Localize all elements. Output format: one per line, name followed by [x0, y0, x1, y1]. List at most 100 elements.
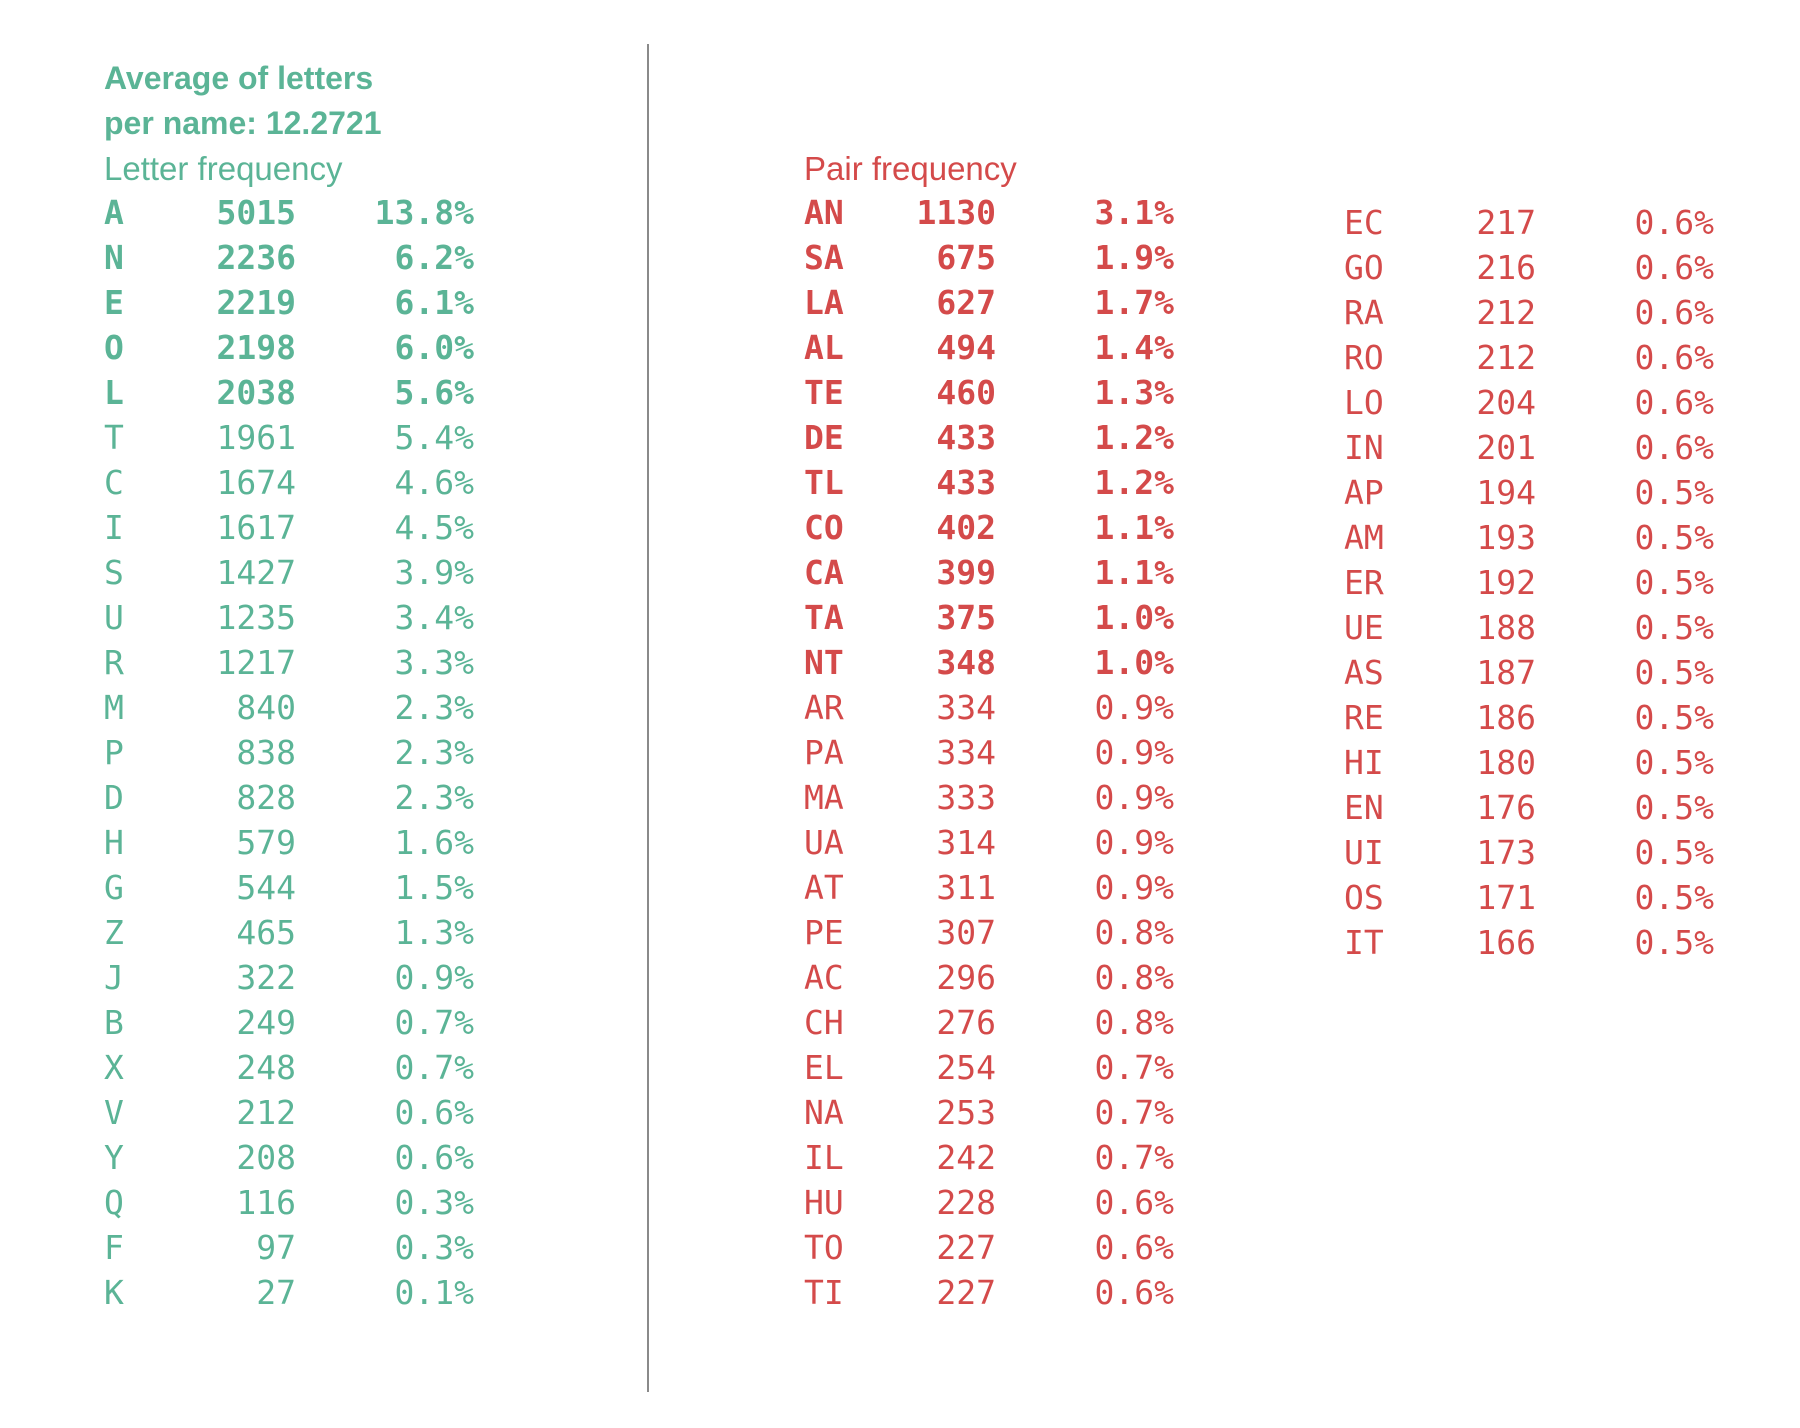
- table-row: RE 186 0.5%: [1344, 695, 1724, 740]
- row-percent: 6.2%: [394, 238, 474, 277]
- table-row: P 838 2.3%: [104, 730, 484, 775]
- table-row: NA 253 0.7%: [804, 1090, 1184, 1135]
- row-percent: 0.7%: [394, 1003, 474, 1042]
- row-label: C: [104, 463, 124, 502]
- letter-frequency-table: A 5015 13.8% N 2236 6.2% E 2219 6.1% O 2198 6.0% L 20…: [104, 190, 484, 1320]
- row-percent: 0.5%: [1634, 878, 1714, 917]
- row-percent: 1.3%: [1094, 373, 1174, 412]
- row-label: EC: [1344, 203, 1384, 242]
- row-label: F: [104, 1228, 124, 1267]
- row-percent: 1.9%: [1094, 238, 1174, 277]
- row-label: CH: [804, 1003, 844, 1042]
- row-label: NA: [804, 1093, 844, 1132]
- table-row: Y 208 0.6%: [104, 1135, 484, 1180]
- row-percent: 1.5%: [394, 868, 474, 907]
- row-label: NT: [804, 643, 844, 682]
- row-percent: 3.9%: [394, 553, 474, 592]
- row-label: Z: [104, 913, 124, 952]
- row-count: 399: [936, 553, 996, 592]
- row-count: 2038: [216, 373, 296, 412]
- row-percent: 0.6%: [394, 1093, 474, 1132]
- row-percent: 0.1%: [394, 1273, 474, 1312]
- row-label: CA: [804, 553, 844, 592]
- row-percent: 4.6%: [394, 463, 474, 502]
- row-label: B: [104, 1003, 124, 1042]
- row-label: CO: [804, 508, 844, 547]
- table-row: D 828 2.3%: [104, 775, 484, 820]
- table-row: A 5015 13.8%: [104, 190, 484, 235]
- row-count: 116: [236, 1183, 296, 1222]
- table-row: C 1674 4.6%: [104, 460, 484, 505]
- table-row: J 322 0.9%: [104, 955, 484, 1000]
- table-row: TL 433 1.2%: [804, 460, 1184, 505]
- row-percent: 2.3%: [394, 733, 474, 772]
- row-label: PE: [804, 913, 844, 952]
- row-percent: 0.5%: [1634, 743, 1714, 782]
- row-label: K: [104, 1273, 124, 1312]
- row-percent: 0.9%: [1094, 778, 1174, 817]
- row-count: 2219: [216, 283, 296, 322]
- row-count: 627: [936, 283, 996, 322]
- table-row: AT 311 0.9%: [804, 865, 1184, 910]
- row-label: O: [104, 328, 124, 367]
- row-percent: 0.7%: [1094, 1138, 1174, 1177]
- row-count: 433: [936, 463, 996, 502]
- row-label: RO: [1344, 338, 1384, 377]
- row-label: AM: [1344, 518, 1384, 557]
- row-count: 97: [256, 1228, 296, 1267]
- row-label: LO: [1344, 383, 1384, 422]
- row-percent: 0.6%: [1634, 293, 1714, 332]
- table-row: LA 627 1.7%: [804, 280, 1184, 325]
- row-percent: 0.6%: [1634, 383, 1714, 422]
- row-percent: 3.3%: [394, 643, 474, 682]
- row-percent: 1.1%: [1094, 508, 1174, 547]
- row-percent: 0.3%: [394, 1183, 474, 1222]
- row-percent: 5.6%: [394, 373, 474, 412]
- row-percent: 0.5%: [1634, 563, 1714, 602]
- row-count: 248: [236, 1048, 296, 1087]
- row-label: M: [104, 688, 124, 727]
- row-count: 227: [936, 1273, 996, 1312]
- row-count: 192: [1476, 563, 1536, 602]
- row-label: AN: [804, 193, 844, 232]
- row-count: 249: [236, 1003, 296, 1042]
- table-row: X 248 0.7%: [104, 1045, 484, 1090]
- row-count: 212: [1476, 338, 1536, 377]
- row-label: E: [104, 283, 124, 322]
- row-count: 2198: [216, 328, 296, 367]
- row-count: 187: [1476, 653, 1536, 692]
- row-percent: 1.2%: [1094, 418, 1174, 457]
- row-label: DE: [804, 418, 844, 457]
- row-label: ER: [1344, 563, 1384, 602]
- table-row: RO 212 0.6%: [1344, 335, 1724, 380]
- table-row: M 840 2.3%: [104, 685, 484, 730]
- row-count: 375: [936, 598, 996, 637]
- row-percent: 0.9%: [1094, 688, 1174, 727]
- pair-frequency-title: Pair frequency: [804, 150, 1017, 187]
- table-row: OS 171 0.5%: [1344, 875, 1724, 920]
- row-label: MA: [804, 778, 844, 817]
- row-percent: 0.9%: [1094, 868, 1174, 907]
- row-count: 2236: [216, 238, 296, 277]
- row-label: TI: [804, 1273, 844, 1312]
- table-row: GO 216 0.6%: [1344, 245, 1724, 290]
- row-percent: 2.3%: [394, 688, 474, 727]
- row-count: 1235: [216, 598, 296, 637]
- row-percent: 0.5%: [1634, 923, 1714, 962]
- pair-frequency-table-continued: EC 217 0.6% GO 216 0.6% RA 212 0.6% RO 212 0.6% LO 20…: [1344, 200, 1724, 970]
- row-percent: 13.8%: [374, 193, 474, 232]
- row-count: 242: [936, 1138, 996, 1177]
- row-count: 276: [936, 1003, 996, 1042]
- row-label: TL: [804, 463, 844, 502]
- table-row: NT 348 1.0%: [804, 640, 1184, 685]
- row-percent: 5.4%: [394, 418, 474, 457]
- row-label: IL: [804, 1138, 844, 1177]
- table-row: IN 201 0.6%: [1344, 425, 1724, 470]
- table-row: E 2219 6.1%: [104, 280, 484, 325]
- row-count: 212: [236, 1093, 296, 1132]
- row-count: 402: [936, 508, 996, 547]
- row-percent: 0.8%: [1094, 958, 1174, 997]
- row-count: 1961: [216, 418, 296, 457]
- row-percent: 1.4%: [1094, 328, 1174, 367]
- row-count: 171: [1476, 878, 1536, 917]
